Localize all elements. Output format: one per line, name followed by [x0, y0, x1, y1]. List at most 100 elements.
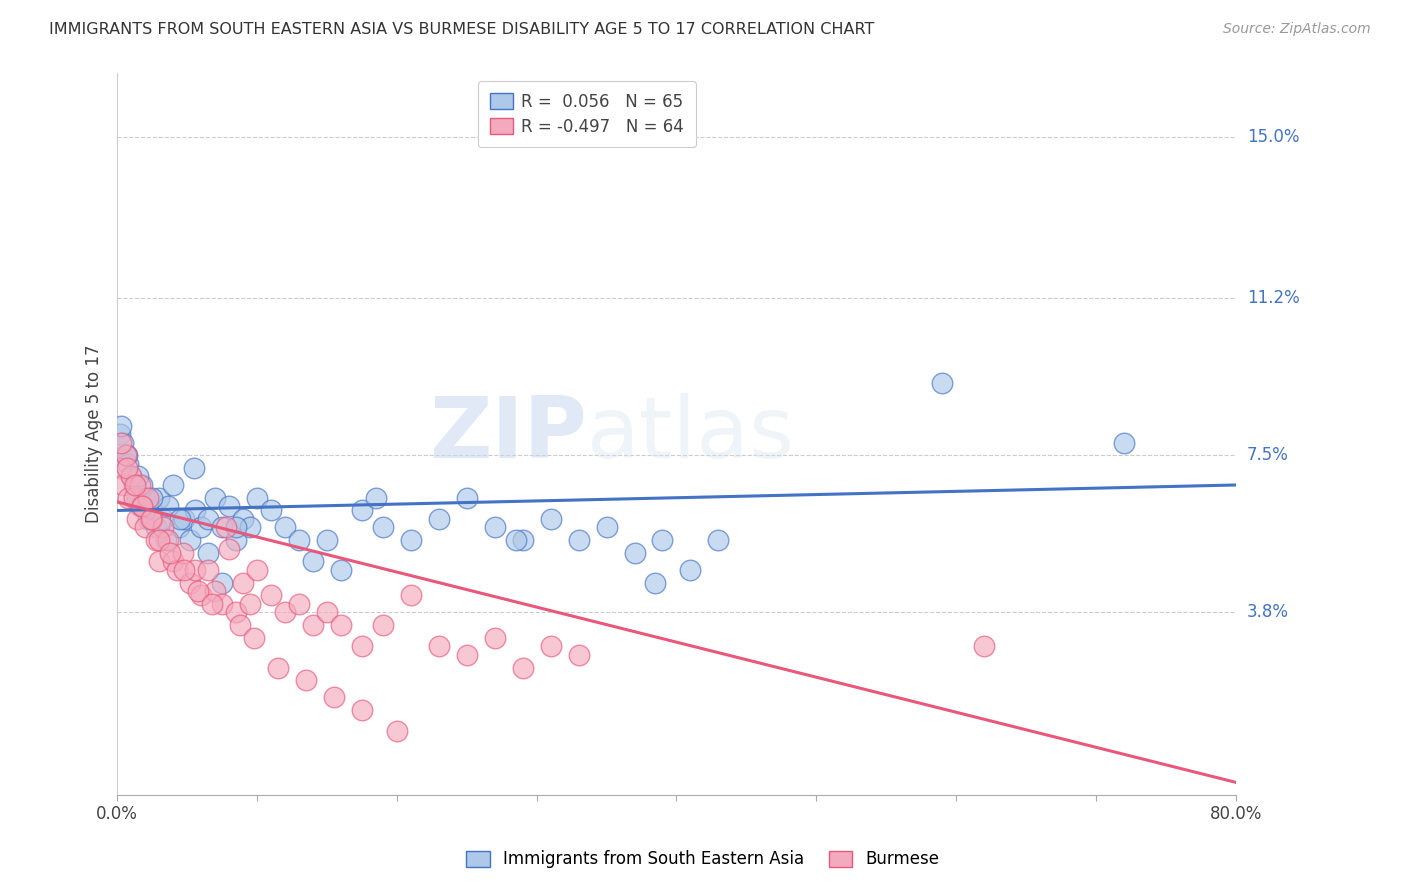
Point: [131, 500, 153, 514]
Point: [322, 690, 344, 705]
Point: [267, 660, 290, 674]
Point: [484, 631, 506, 645]
Point: [173, 563, 195, 577]
Point: [679, 563, 702, 577]
Text: 3.8%: 3.8%: [1247, 603, 1289, 622]
Point: [211, 520, 233, 534]
Point: [148, 533, 170, 548]
Point: [141, 512, 163, 526]
Point: [295, 673, 318, 688]
Point: [155, 533, 177, 548]
Point: [122, 491, 145, 505]
Point: [136, 512, 159, 526]
Point: [136, 491, 159, 505]
Point: [117, 491, 139, 505]
Point: [110, 435, 132, 450]
Point: [179, 575, 201, 590]
Point: [225, 520, 247, 534]
Point: [141, 491, 163, 505]
Point: [540, 640, 562, 654]
Point: [204, 491, 226, 505]
Text: 7.5%: 7.5%: [1247, 446, 1289, 464]
Point: [152, 512, 174, 526]
Point: [148, 554, 170, 568]
Point: [141, 503, 163, 517]
Point: [329, 563, 352, 577]
Point: [162, 478, 184, 492]
Point: [211, 597, 233, 611]
Point: [350, 640, 373, 654]
Point: [172, 546, 194, 560]
Text: atlas: atlas: [586, 392, 794, 475]
Point: [190, 520, 212, 534]
Point: [274, 606, 297, 620]
Point: [385, 724, 408, 739]
Point: [152, 520, 174, 534]
Point: [108, 427, 131, 442]
Point: [211, 575, 233, 590]
Point: [128, 500, 150, 514]
Text: Source: ZipAtlas.com: Source: ZipAtlas.com: [1223, 22, 1371, 37]
Point: [111, 478, 134, 492]
Point: [288, 597, 311, 611]
Point: [316, 533, 339, 548]
Point: [239, 520, 262, 534]
Text: ZIP: ZIP: [429, 392, 586, 475]
Point: [134, 491, 156, 505]
Point: [131, 478, 153, 492]
Point: [399, 589, 422, 603]
Point: [169, 512, 191, 526]
Point: [456, 491, 478, 505]
Point: [134, 520, 156, 534]
Point: [148, 491, 170, 505]
Point: [707, 533, 730, 548]
Point: [156, 533, 179, 548]
Point: [120, 469, 142, 483]
Point: [218, 541, 240, 556]
Point: [225, 606, 247, 620]
Point: [183, 461, 205, 475]
Point: [108, 461, 131, 475]
Point: [260, 503, 283, 517]
Point: [139, 512, 162, 526]
Point: [302, 554, 325, 568]
Point: [364, 491, 387, 505]
Point: [427, 640, 450, 654]
Point: [124, 478, 146, 492]
Point: [197, 546, 219, 560]
Point: [232, 512, 254, 526]
Point: [190, 589, 212, 603]
Point: [505, 533, 527, 548]
Point: [568, 648, 591, 662]
Point: [187, 584, 209, 599]
Point: [931, 376, 953, 390]
Point: [302, 618, 325, 632]
Point: [512, 533, 534, 548]
Point: [371, 520, 394, 534]
Point: [246, 491, 269, 505]
Point: [128, 478, 150, 492]
Point: [197, 512, 219, 526]
Point: [1112, 435, 1135, 450]
Legend: Immigrants from South Eastern Asia, Burmese: Immigrants from South Eastern Asia, Burm…: [458, 842, 948, 877]
Point: [125, 512, 148, 526]
Point: [167, 520, 190, 534]
Point: [484, 520, 506, 534]
Point: [512, 660, 534, 674]
Text: 15.0%: 15.0%: [1247, 128, 1299, 145]
Point: [111, 435, 134, 450]
Point: [350, 703, 373, 717]
Point: [568, 533, 591, 548]
Point: [131, 500, 153, 514]
Point: [229, 618, 252, 632]
Point: [371, 618, 394, 632]
Point: [456, 648, 478, 662]
Point: [117, 457, 139, 471]
Point: [243, 631, 266, 645]
Point: [197, 563, 219, 577]
Point: [162, 554, 184, 568]
Point: [159, 546, 181, 560]
Point: [350, 503, 373, 517]
Point: [204, 584, 226, 599]
Point: [145, 533, 167, 548]
